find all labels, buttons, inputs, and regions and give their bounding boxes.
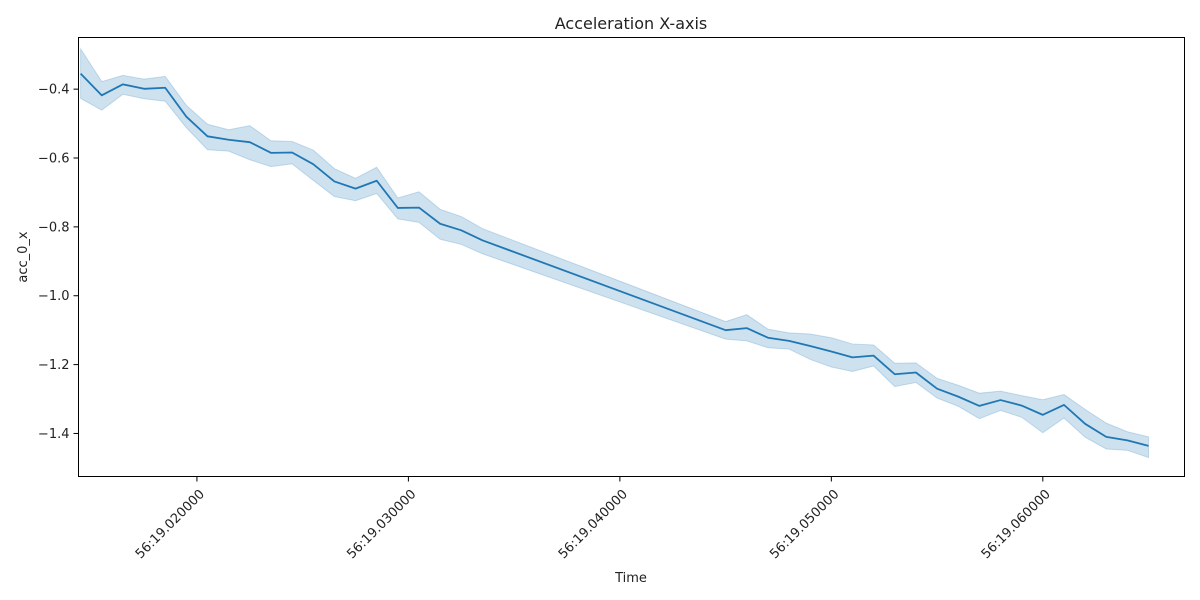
- y-axis: −0.4 −0.6 −0.8 −1.0 −1.2 −1.4: [38, 83, 79, 442]
- y-tick-label: −1.4: [38, 427, 70, 442]
- y-tick-label: −1.2: [38, 358, 70, 373]
- y-axis-label: acc_0_x: [16, 231, 31, 283]
- series-line: [79, 73, 1149, 447]
- confidence-band: [80, 47, 1150, 459]
- x-axis-label: Time: [614, 571, 647, 586]
- x-tick-label: 56:19.020000: [133, 487, 208, 562]
- y-tick-label: −1.0: [38, 289, 70, 304]
- y-tick-label: −0.6: [38, 152, 70, 167]
- chart-title: Acceleration X-axis: [555, 14, 708, 33]
- x-axis: 56:19.020000 56:19.030000 56:19.040000 56:1…: [133, 476, 1054, 562]
- x-tick-label: 56:19.040000: [556, 487, 631, 562]
- x-tick-label: 56:19.060000: [979, 487, 1054, 562]
- x-tick-label: 56:19.050000: [767, 487, 842, 562]
- line-layer: [79, 73, 1149, 447]
- plot-frame: [78, 37, 1185, 477]
- y-tick-label: −0.4: [38, 83, 70, 98]
- ci-band-layer: [80, 47, 1150, 459]
- y-tick-label: −0.8: [38, 220, 70, 235]
- x-tick-label: 56:19.030000: [344, 487, 419, 562]
